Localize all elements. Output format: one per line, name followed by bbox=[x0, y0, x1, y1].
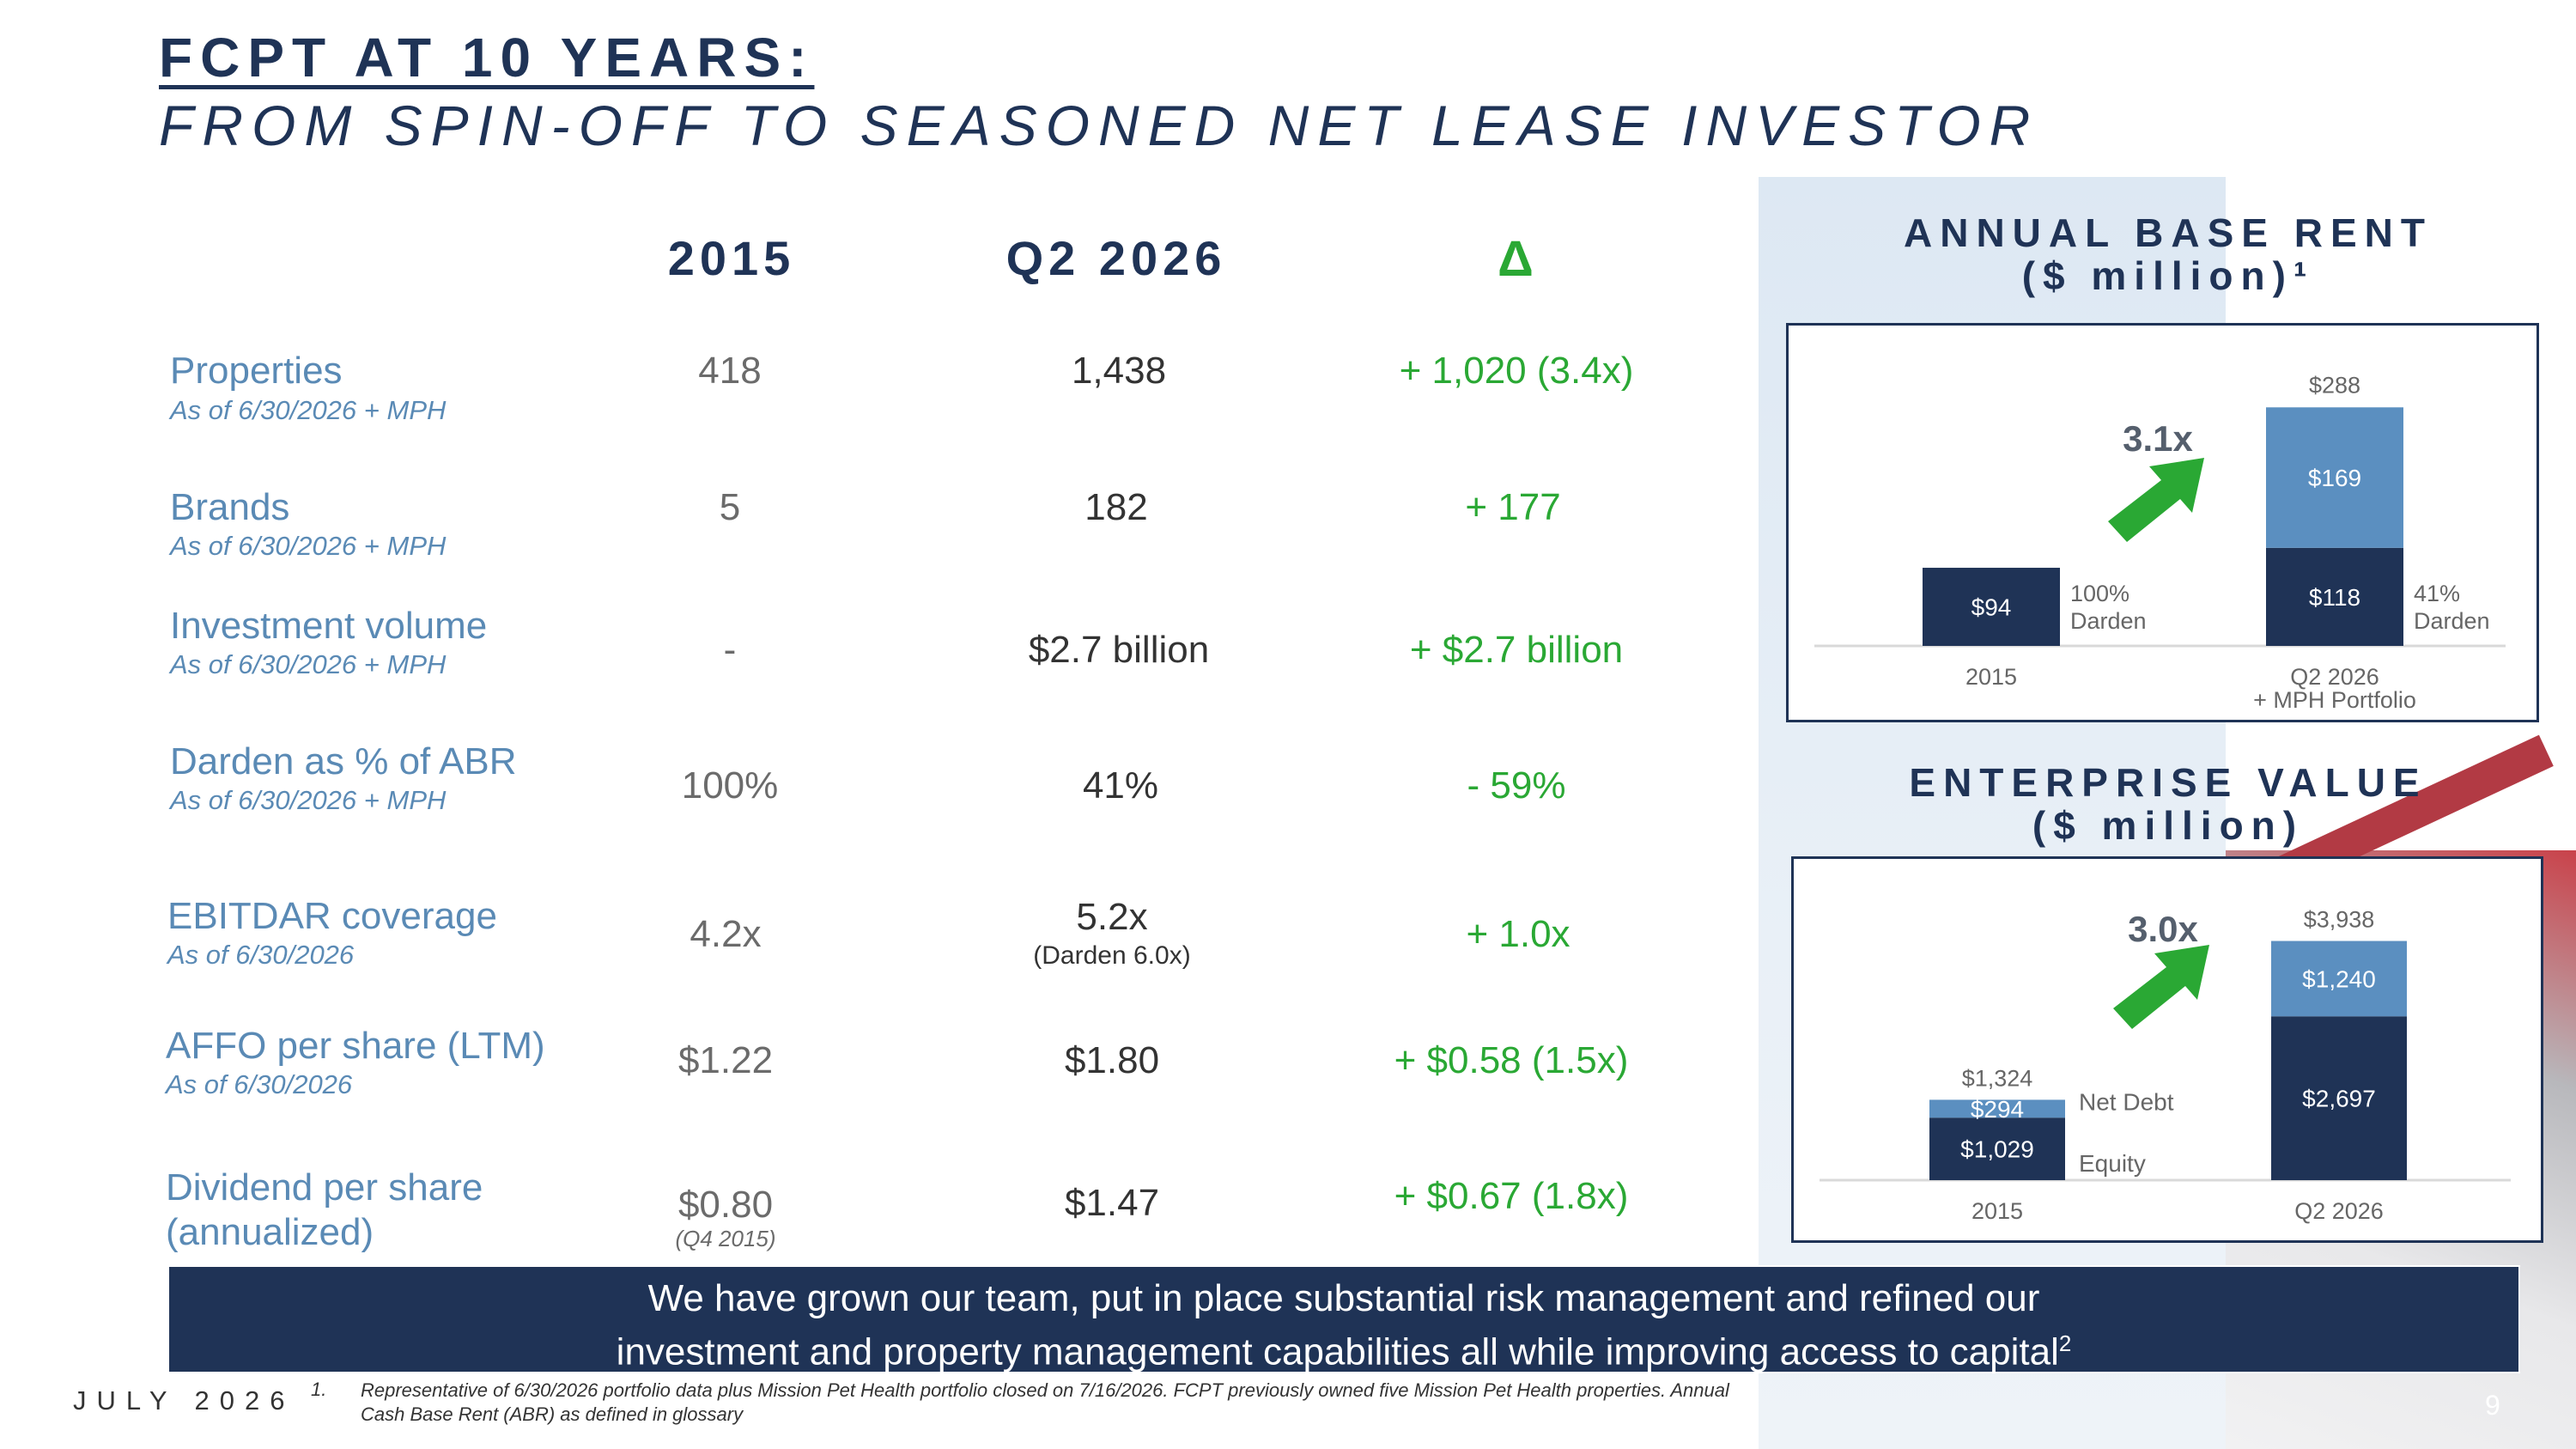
bar-upper-1 bbox=[2266, 407, 2403, 548]
bar-upper-1 bbox=[2271, 941, 2407, 1017]
cell-delta-investment-volume: + $2.7 billion bbox=[1409, 629, 1624, 671]
cell-q2-brands: 182 bbox=[1084, 486, 1148, 528]
cell-2015-brands: 5 bbox=[719, 486, 741, 528]
banner-line-1: We have grown our team, put in place sub… bbox=[647, 1277, 2040, 1319]
side-label-name-1: Darden bbox=[2414, 608, 2490, 634]
page-subtitle: FROM SPIN-OFF TO SEASONED NET LEASE INVE… bbox=[159, 94, 2039, 157]
bar-lower-1 bbox=[2271, 1016, 2407, 1180]
bar-label-1-0: $294 bbox=[1971, 1096, 2024, 1123]
row-label-affo: AFFO per share (LTM) bbox=[166, 1025, 545, 1067]
side-label-name-0: Darden bbox=[2070, 608, 2147, 634]
bar-total-1: $3,938 bbox=[2304, 906, 2375, 932]
cell-q2-ebitdar: 5.2x bbox=[1076, 896, 1148, 938]
cell-2015-properties: 418 bbox=[698, 350, 762, 392]
bar-total-0: $1,324 bbox=[1962, 1065, 2033, 1091]
row-sub-properties: As of 6/30/2026 + MPH bbox=[170, 395, 447, 425]
bar-lower-1 bbox=[2266, 547, 2403, 646]
footnote-number: 1. bbox=[311, 1379, 327, 1400]
cell-2015-affo: $1.22 bbox=[677, 1039, 774, 1081]
bar-label-0-1: $118 bbox=[2309, 584, 2360, 611]
row-label-properties: Properties bbox=[170, 350, 343, 392]
growth-arrow-icon bbox=[2113, 945, 2209, 1029]
multiplier-label: 3.0x bbox=[2128, 909, 2198, 949]
cell-delta-affo: + $0.58 (1.5x) bbox=[1394, 1039, 1629, 1081]
abr-chart-box: $94 2015 100% Darden $118 $169 $288 Q2 2026 + MP… bbox=[1786, 323, 2539, 722]
cell-q2-darden-pct: 41% bbox=[1082, 764, 1159, 807]
ev-chart-subtitle: ($ million) bbox=[2032, 803, 2305, 848]
cell-q2-ebitdar-note: (Darden 6.0x) bbox=[1033, 941, 1191, 970]
row-sub-brands: As of 6/30/2026 + MPH bbox=[170, 531, 447, 561]
ev-chart-title: ENTERPRISE VALUE bbox=[1909, 760, 2427, 805]
cell-delta-ebitdar: + 1.0x bbox=[1466, 913, 1571, 955]
row-sub-investment-volume: As of 6/30/2026 + MPH bbox=[170, 649, 447, 679]
column-header-2015: 2015 bbox=[667, 231, 796, 285]
cell-q2-affo: $1.80 bbox=[1064, 1039, 1160, 1081]
bar-upper-0 bbox=[1929, 1099, 2065, 1118]
bar-label-0-0: $94 bbox=[1971, 594, 2012, 621]
category-label-1: Q2 2026 bbox=[2290, 664, 2379, 690]
bar-label-1-1: $169 bbox=[2308, 465, 2361, 491]
cell-2015-dividend-note: (Q4 2015) bbox=[675, 1226, 776, 1251]
row-sub-darden-pct: As of 6/30/2026 + MPH bbox=[170, 785, 447, 815]
banner-line-2: investment and property management capab… bbox=[616, 1330, 2059, 1373]
cell-delta-darden-pct: - 59% bbox=[1467, 764, 1566, 807]
page-number: 9 bbox=[2485, 1390, 2500, 1421]
page-title: FCPT AT 10 YEARS: bbox=[159, 27, 815, 88]
column-header-q2-2026: Q2 2026 bbox=[1005, 231, 1227, 285]
cell-delta-dividend: + $0.67 (1.8x) bbox=[1394, 1175, 1629, 1217]
cell-delta-properties: + 1,020 (3.4x) bbox=[1399, 350, 1634, 392]
cell-2015-darden-pct: 100% bbox=[681, 764, 779, 807]
multiplier-label: 3.1x bbox=[2123, 418, 2193, 459]
cell-q2-dividend: $1.47 bbox=[1064, 1182, 1160, 1224]
side-label-pct-0: 100% bbox=[2070, 581, 2129, 606]
side-label-pct-1: 41% bbox=[2414, 581, 2460, 606]
cell-2015-dividend: $0.80 bbox=[677, 1184, 774, 1226]
ev-chart: $1,029 $294 $1,324 2015 $2,697 $1,240 $3,938 Q2… bbox=[1820, 906, 2511, 1224]
footnote-text: Representative of 6/30/2026 portfolio da… bbox=[361, 1379, 1729, 1425]
bar-total-1: $288 bbox=[2309, 372, 2360, 398]
legend-net-debt: Net Debt bbox=[2079, 1088, 2174, 1115]
row-label-dividend: Dividend per share bbox=[166, 1166, 483, 1209]
footer-date: JULY 2026 bbox=[73, 1385, 295, 1416]
bar-label-0-1: $2,697 bbox=[2302, 1086, 2376, 1112]
banner-footnote-ref: 2 bbox=[2058, 1330, 2072, 1356]
row-sub-affo: As of 6/30/2026 bbox=[166, 1069, 353, 1099]
summary-banner: We have grown our team, put in place sub… bbox=[167, 1265, 2520, 1373]
legend-equity: Equity bbox=[2079, 1150, 2146, 1177]
growth-arrow-icon bbox=[2108, 458, 2204, 542]
column-header-delta: Δ bbox=[1498, 231, 1534, 287]
bar-label-1-1: $1,240 bbox=[2302, 965, 2376, 992]
cell-q2-properties: 1,438 bbox=[1071, 350, 1167, 392]
cell-2015-ebitdar: 4.2x bbox=[690, 913, 762, 955]
cell-delta-brands: + 177 bbox=[1465, 486, 1561, 528]
row-label-investment-volume: Investment volume bbox=[170, 605, 488, 647]
bar-lower-0 bbox=[1923, 568, 2060, 646]
cell-q2-investment-volume: $2.7 billion bbox=[1028, 629, 1210, 671]
cell-2015-investment-volume: - bbox=[723, 629, 737, 671]
bar-label-0-0: $1,029 bbox=[1960, 1136, 2034, 1163]
row-label-brands: Brands bbox=[170, 486, 290, 528]
category-label-1: Q2 2026 bbox=[2294, 1198, 2384, 1224]
row-sub-ebitdar: As of 6/30/2026 bbox=[167, 940, 355, 970]
abr-chart-subtitle: ($ million)¹ bbox=[2021, 253, 2315, 298]
abr-chart-title: ANNUAL BASE RENT bbox=[1904, 210, 2433, 255]
category-sublabel-1: + MPH Portfolio bbox=[2253, 687, 2416, 713]
category-label-0: 2015 bbox=[1971, 1198, 2023, 1224]
category-label-0: 2015 bbox=[1965, 664, 2017, 690]
row-label-dividend-line2: (annualized) bbox=[166, 1211, 374, 1253]
row-label-ebitdar: EBITDAR coverage bbox=[167, 895, 497, 937]
row-label-darden-pct: Darden as % of ABR bbox=[170, 740, 517, 782]
ev-chart-box: $1,029 $294 $1,324 2015 $2,697 $1,240 $3,938 Q2… bbox=[1791, 856, 2543, 1243]
banner-line-2-wrap: investment and property management capab… bbox=[169, 1321, 2518, 1375]
bar-lower-0 bbox=[1929, 1117, 2065, 1180]
